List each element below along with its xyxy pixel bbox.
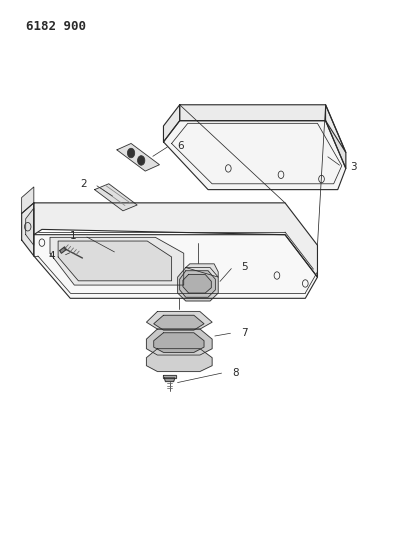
Polygon shape: [95, 184, 137, 211]
Polygon shape: [58, 241, 172, 281]
Text: 7: 7: [241, 328, 248, 338]
Polygon shape: [164, 378, 175, 382]
Polygon shape: [117, 143, 160, 171]
Polygon shape: [26, 208, 34, 245]
Polygon shape: [146, 349, 212, 372]
Polygon shape: [177, 268, 218, 301]
Polygon shape: [164, 105, 180, 142]
Polygon shape: [183, 274, 211, 293]
Polygon shape: [154, 316, 204, 330]
Polygon shape: [34, 235, 317, 298]
Text: 6: 6: [177, 141, 184, 151]
Circle shape: [137, 156, 145, 165]
Text: 1: 1: [70, 231, 76, 241]
Polygon shape: [22, 187, 34, 214]
Polygon shape: [154, 333, 204, 352]
Polygon shape: [34, 203, 317, 277]
Text: 5: 5: [241, 262, 248, 271]
Text: 4: 4: [48, 251, 55, 261]
Polygon shape: [146, 329, 212, 355]
Polygon shape: [164, 120, 346, 190]
Polygon shape: [164, 375, 175, 378]
Polygon shape: [22, 203, 34, 256]
Polygon shape: [60, 247, 66, 253]
Polygon shape: [146, 312, 212, 329]
Text: 8: 8: [233, 368, 239, 377]
Text: 3: 3: [350, 162, 357, 172]
Polygon shape: [50, 237, 184, 285]
Polygon shape: [186, 264, 218, 277]
Polygon shape: [180, 105, 346, 152]
Polygon shape: [326, 105, 346, 168]
Polygon shape: [180, 271, 215, 297]
Circle shape: [127, 148, 135, 158]
Text: 6182 900: 6182 900: [26, 20, 86, 33]
Text: 2: 2: [80, 179, 86, 189]
